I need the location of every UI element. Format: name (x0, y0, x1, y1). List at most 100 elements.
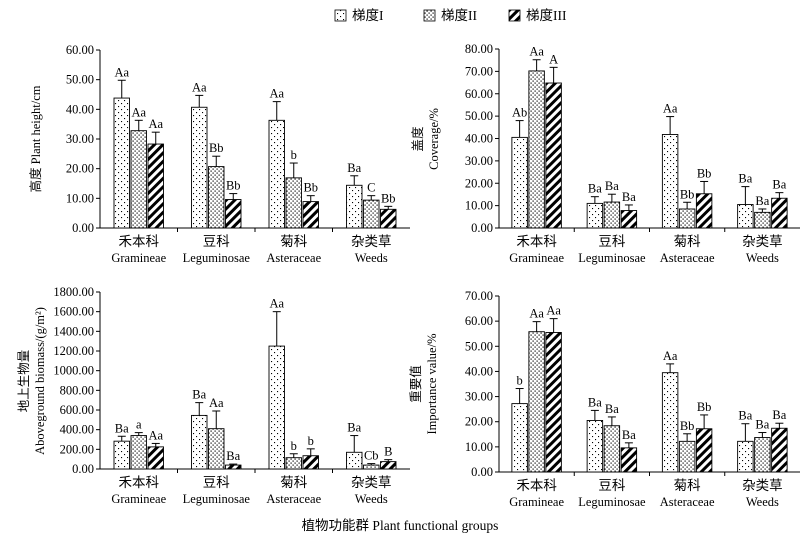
bar-g2 (754, 211, 771, 229)
y-tick-label: 20.00 (66, 162, 94, 176)
category-label-cn: 禾本科 (516, 234, 557, 249)
significance-label: Ba (738, 172, 752, 186)
bar-g3 (771, 197, 788, 229)
y-tick-label: 1800.00 (53, 285, 94, 299)
significance-label: Ba (772, 408, 786, 422)
significance-label: Ba (588, 395, 602, 409)
category-label-en: Asteraceae (266, 492, 321, 506)
significance-label: Aa (192, 80, 207, 94)
y-tick-label: 40.00 (465, 132, 493, 146)
bar-g1 (268, 119, 285, 229)
significance-label: Ba (755, 418, 769, 432)
y-axis-label: Aboveground biomass/(g/m²) (33, 307, 47, 455)
y-tick-label: 20.00 (465, 415, 493, 429)
significance-label: Bb (381, 191, 396, 205)
y-tick-label: 10.00 (465, 199, 493, 213)
significance-label: Ab (512, 106, 527, 120)
bar-g3 (620, 210, 638, 229)
y-tick-label: 20.00 (465, 176, 493, 190)
bar-g1 (661, 134, 679, 229)
bar-g3 (147, 143, 164, 229)
significance-label: Bb (209, 141, 224, 155)
category-label-cn: 杂类草 (351, 234, 392, 249)
category-label-en: Leguminosae (578, 251, 646, 265)
y-tick-label: 400.00 (60, 423, 94, 437)
significance-label: Bb (303, 181, 318, 195)
y-tick-label: 10.00 (465, 440, 493, 454)
category-label-cn: 禾本科 (119, 234, 160, 249)
significance-label: Aa (269, 297, 284, 311)
category-label-cn: 菊科 (280, 475, 307, 490)
category-label-en: Weeds (746, 251, 779, 265)
y-tick-label: 0.00 (471, 465, 493, 479)
y-axis-label: Importance value/% (425, 334, 439, 435)
panel-aboveground-biomass: 0.00 200.00 400.00 600.00 800.00 1000.00 1200.… (17, 285, 410, 506)
category-label-en: Asteraceae (660, 495, 715, 509)
y-tick-label: 70.00 (465, 64, 493, 78)
legend-swatch-gradient-2 (423, 9, 436, 22)
y-tick-label: 40.00 (465, 364, 493, 378)
bar-g3 (302, 455, 319, 470)
panel-importance-value: 0.00 10.00 20.00 30.00 40.00 50.00 60.00 70.00 重… (408, 289, 800, 509)
category-label-en: Gramineae (111, 492, 166, 506)
significance-label: Ba (347, 421, 361, 435)
y-tick-label: 30.00 (465, 154, 493, 168)
legend-label-gradient-2: 梯度II (441, 8, 477, 23)
significance-label: A (549, 52, 558, 66)
y-tick-label: 60.00 (66, 43, 94, 57)
panel-coverage: 0.00 10.00 20.00 30.00 40.00 50.00 60.00 70.00 8… (410, 42, 800, 265)
category-label-cn: 杂类草 (742, 478, 783, 493)
y-tick-label: 30.00 (465, 390, 493, 404)
category-label-cn: 杂类草 (742, 234, 783, 249)
y-tick-label: 80.00 (465, 42, 493, 56)
significance-label: Cb (364, 449, 379, 463)
y-axis-label: 地上生物量 (17, 350, 31, 413)
significance-label: Bb (680, 419, 695, 433)
category-label-cn: 豆科 (598, 478, 626, 493)
bar-g1 (586, 202, 604, 229)
legend-label-gradient-1: 梯度I (352, 8, 384, 23)
legend-label-gradient-3: 梯度III (526, 8, 567, 23)
bar-g3 (771, 427, 788, 473)
bar-g2 (754, 437, 771, 473)
category-label-en: Leguminosae (183, 251, 251, 265)
significance-label: Aa (663, 102, 678, 116)
bar-g2 (603, 425, 621, 473)
y-tick-label: 0.00 (471, 221, 493, 235)
bar-g3 (225, 199, 242, 229)
category-label-cn: 禾本科 (516, 478, 557, 493)
category-label-en: Weeds (746, 495, 779, 509)
legend-swatch-gradient-1 (334, 9, 347, 22)
significance-label: a (136, 418, 142, 432)
y-tick-label: 1600.00 (53, 305, 94, 319)
y-tick-label: 1000.00 (53, 364, 94, 378)
significance-label: Bb (226, 179, 241, 193)
significance-label: Aa (114, 65, 129, 79)
bar-g3 (225, 464, 242, 470)
significance-label: Aa (131, 105, 146, 119)
significance-label: B (384, 445, 392, 459)
y-axis-label: 盖度 (410, 126, 425, 152)
y-tick-label: 40.00 (66, 102, 94, 116)
bar-g1 (737, 440, 754, 473)
bar-g1 (586, 420, 604, 473)
significance-label: Ba (192, 388, 206, 402)
bar-g2 (130, 130, 147, 229)
significance-label: C (367, 181, 375, 195)
significance-label: Ba (115, 421, 129, 435)
significance-label: Aa (269, 87, 284, 101)
bar-g1 (268, 345, 285, 470)
category-label-en: Weeds (355, 251, 388, 265)
category-label-en: Gramineae (111, 251, 166, 265)
y-tick-label: 800.00 (60, 383, 94, 397)
category-label-cn: 杂类草 (351, 475, 392, 490)
significance-label: Ba (226, 449, 240, 463)
significance-label: Aa (529, 307, 544, 321)
category-label-cn: 豆科 (203, 234, 230, 249)
significance-label: Ba (605, 402, 619, 416)
bar-g3 (147, 446, 164, 470)
bar-g2 (528, 70, 545, 229)
significance-label: b (291, 148, 297, 162)
bar-g1 (191, 106, 208, 229)
category-label-en: Leguminosae (183, 492, 251, 506)
